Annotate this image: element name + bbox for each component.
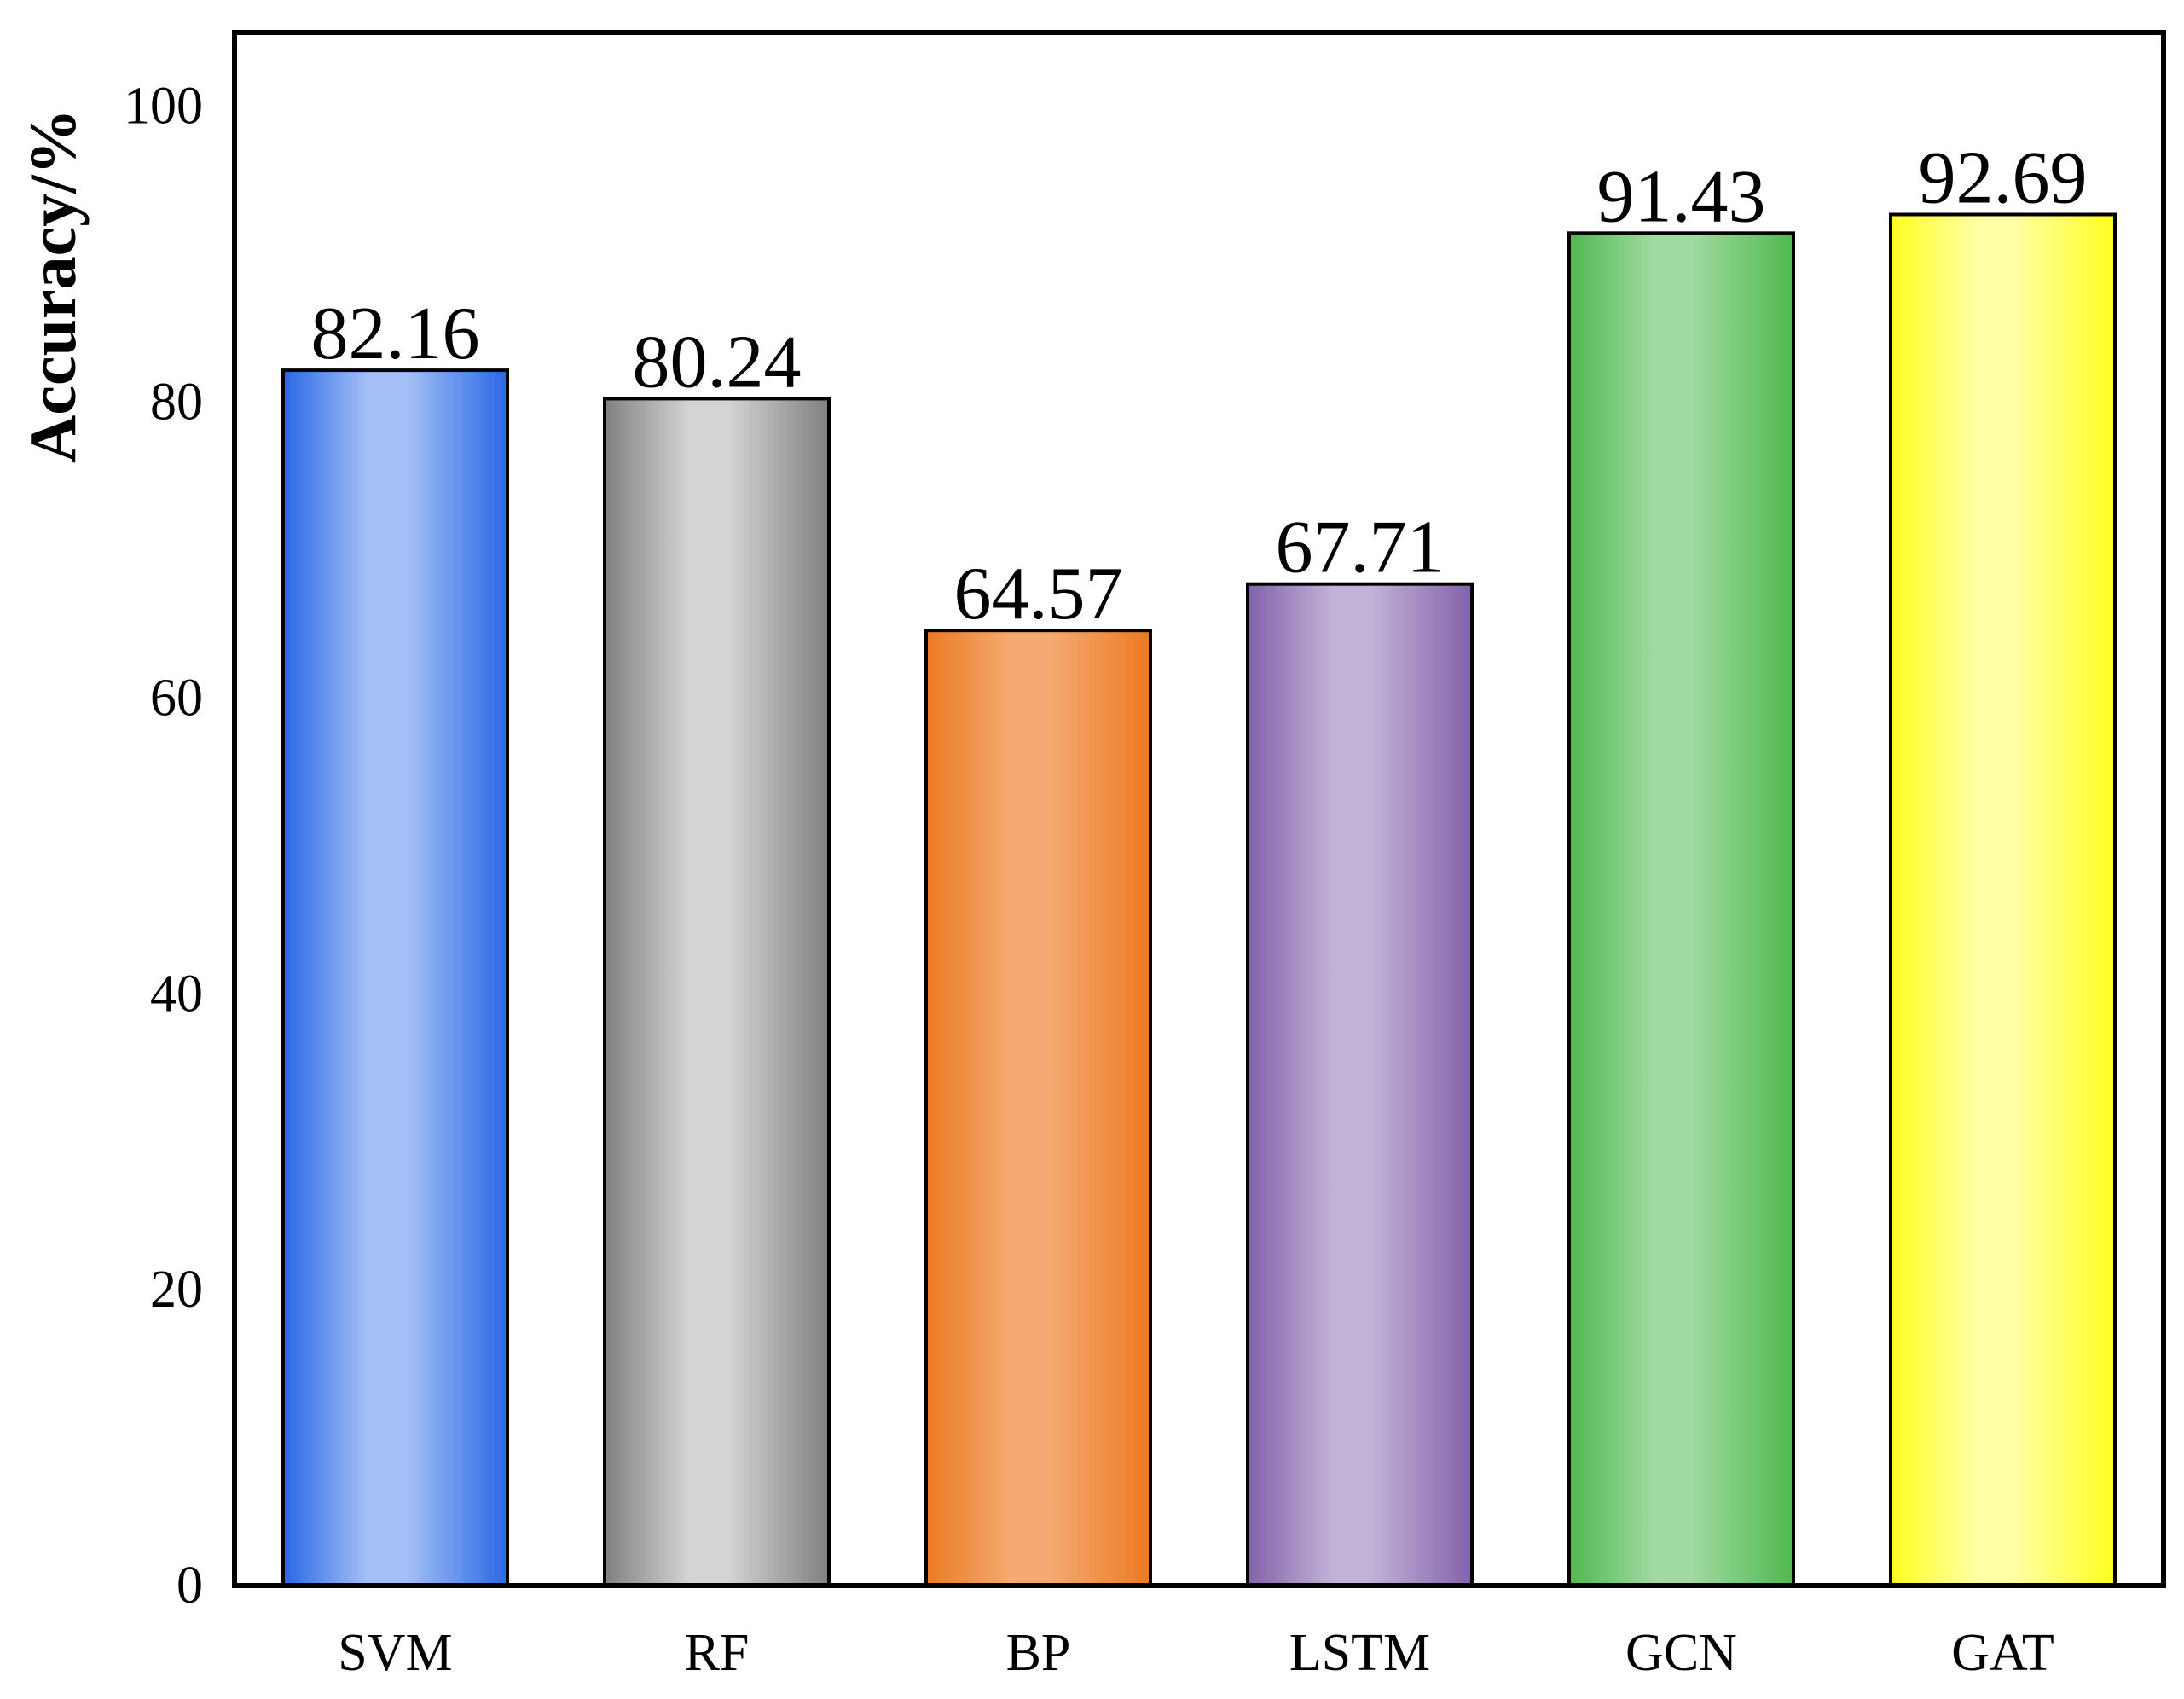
value-labels-group: 82.16 80.24 64.57 67.71 91.43 92.69 — [311, 136, 2088, 635]
value-label-lstm: 67.71 — [1276, 507, 1445, 589]
bar-svm — [281, 368, 509, 1588]
y-tick-label-40: 40 — [150, 965, 203, 1023]
x-axis-labels: SVM RF BP LSTM GCN GAT — [338, 1624, 2054, 1682]
y-tick-label-100: 100 — [124, 78, 203, 136]
x-tick-label-bp: BP — [1006, 1624, 1071, 1682]
x-tick-label-svm: SVM — [338, 1624, 452, 1682]
y-tick-label-80: 80 — [150, 374, 203, 432]
y-tick-label-20: 20 — [150, 1261, 203, 1319]
plot-frame — [232, 30, 2166, 1588]
x-tick-label-lstm: LSTM — [1289, 1624, 1430, 1682]
value-label-gat: 92.69 — [1919, 136, 2088, 219]
value-label-gcn: 91.43 — [1597, 155, 1766, 238]
y-tick-label-60: 60 — [150, 669, 203, 727]
bar-rf — [603, 397, 831, 1587]
bar-bp — [924, 629, 1152, 1587]
y-axis-ticks: 0 20 40 60 80 100 — [124, 78, 203, 1615]
y-tick-label-0: 0 — [177, 1557, 203, 1615]
value-label-rf: 80.24 — [633, 321, 802, 403]
x-tick-label-gcn: GCN — [1625, 1624, 1737, 1682]
bar-gcn — [1567, 231, 1795, 1588]
bars-group — [281, 212, 2117, 1588]
bar-lstm — [1246, 582, 1474, 1588]
value-label-bp: 64.57 — [954, 553, 1123, 635]
x-tick-label-gat: GAT — [1951, 1624, 2054, 1682]
x-tick-label-rf: RF — [685, 1624, 750, 1682]
y-axis-title: Accuracy/% — [15, 108, 90, 463]
bar-gat — [1889, 212, 2117, 1587]
value-label-svm: 82.16 — [311, 293, 480, 375]
